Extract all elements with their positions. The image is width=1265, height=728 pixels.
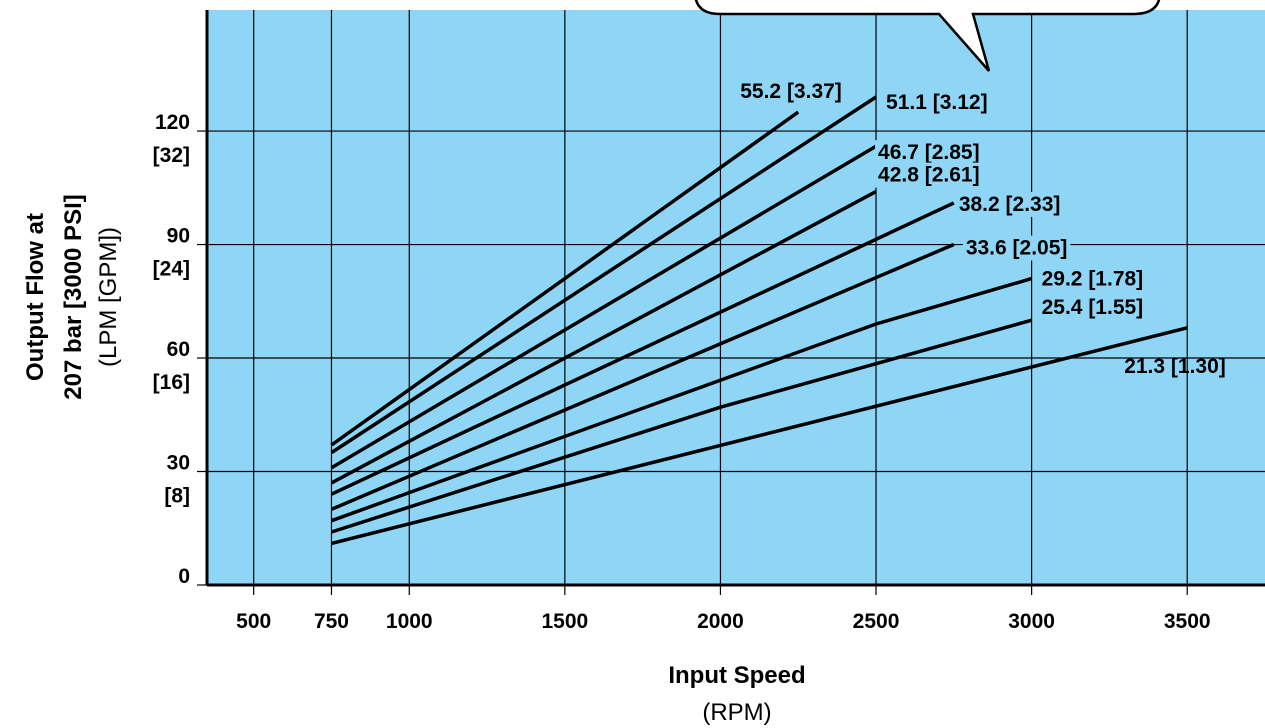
- series-line-8: [330, 318, 1033, 534]
- y-tick-labels: 0 30 [8] 60 [16] 90 [24] 120 [32]: [153, 111, 190, 588]
- x-tick-label-3000: 3000: [1008, 610, 1055, 633]
- series-label-6: 33.6 [2.05]: [966, 237, 1068, 260]
- y-tick-label-120: 120: [155, 111, 190, 134]
- series-line-5: [330, 201, 955, 496]
- x-tick-label-750: 750: [314, 610, 349, 633]
- y-tick-label-30: 30: [167, 452, 190, 475]
- plot-background: [207, 10, 1265, 585]
- x-tick-label-1500: 1500: [541, 610, 588, 633]
- x-tick-label-2000: 2000: [697, 610, 744, 633]
- series-label-3: 46.7 [2.85]: [878, 141, 980, 164]
- series-lines: [330, 95, 1188, 546]
- series-label-bg-6: [962, 235, 1071, 261]
- x-axis-unit: (RPM): [702, 699, 771, 726]
- y-tick-label-0: 0: [178, 565, 190, 588]
- series-line-3: [330, 144, 877, 470]
- y-tick-label-90: 90: [167, 225, 190, 248]
- series-labels: 55.2 [3.37] 51.1 [3.12] 46.7 [2.85]42.8 [2…: [740, 80, 1226, 378]
- y-tick-sublabel-90: [24]: [153, 258, 190, 281]
- series-line-1: [330, 110, 800, 447]
- axes: [197, 10, 1265, 595]
- series-label-1: 55.2 [3.37]: [740, 80, 842, 103]
- x-tick-label-1000: 1000: [386, 610, 433, 633]
- series-line-2: [330, 95, 877, 455]
- x-tick-label-500: 500: [236, 610, 271, 633]
- series-label-4: 42.8 [2.61]: [878, 164, 980, 187]
- x-axis-title: Input Speed: [668, 662, 805, 689]
- series-label-8: 25.4 [1.55]: [1042, 296, 1144, 319]
- series-label-5: 38.2 [2.33]: [959, 193, 1061, 216]
- callout-bubble: [694, 0, 1161, 72]
- y-tick-sublabel-60: [16]: [153, 371, 190, 394]
- series-label-bg-3: [875, 140, 983, 166]
- series-label-9: 21.3 [1.30]: [1124, 355, 1226, 378]
- series-line-7: [330, 276, 1033, 523]
- y-axis-title: Output Flow at: [22, 213, 49, 381]
- y-tick-label-60: 60: [167, 338, 190, 361]
- x-tick-label-2500: 2500: [853, 610, 900, 633]
- y-tick-sublabel-30: [8]: [164, 485, 190, 508]
- series-label-7: 29.2 [1.78]: [1042, 268, 1144, 291]
- series-line-6: [330, 242, 955, 511]
- series-label-2: 51.1 [3.12]: [886, 91, 988, 114]
- series-line-9: [331, 326, 1188, 546]
- x-tick-label-3500: 3500: [1164, 610, 1211, 633]
- y-tick-sublabel-120: [32]: [153, 144, 190, 167]
- x-tick-labels: 500 750 1000 1500 2000 2500 3000 3500: [236, 610, 1210, 633]
- series-line-4: [330, 190, 877, 485]
- series-label-bg-4: [875, 162, 983, 188]
- y-axis-unit: (LPM [GPM]): [95, 227, 122, 367]
- series-label-bg-5: [955, 191, 1064, 217]
- y-axis-title-line2: 207 bar [3000 PSI]: [60, 194, 87, 399]
